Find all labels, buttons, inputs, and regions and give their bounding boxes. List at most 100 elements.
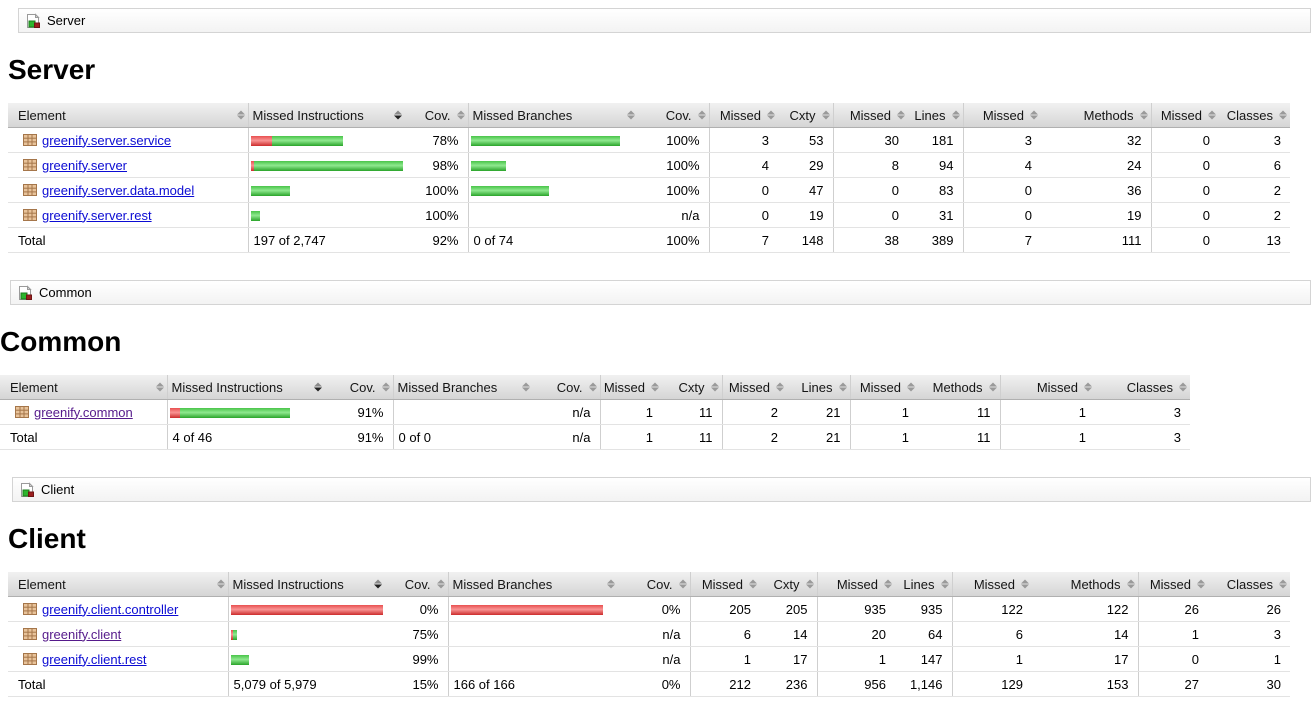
col-lines[interactable]: Lines	[895, 572, 952, 597]
section-server: Server Server Element Missed Instruction…	[8, 8, 1311, 253]
branch-coverage-value: 0%	[618, 596, 690, 622]
total-label: Total	[8, 227, 248, 253]
metric-value: 935	[895, 596, 952, 622]
col-missed-methods[interactable]: Missed	[849, 375, 918, 400]
col-missed-cxty[interactable]: Missed	[599, 375, 662, 400]
package-link[interactable]: greenify.common	[34, 404, 133, 420]
breadcrumb: Server	[18, 8, 1311, 33]
package-link[interactable]: greenify.server.service	[42, 132, 172, 148]
col-cxty[interactable]: Cxty	[778, 103, 833, 128]
col-element[interactable]: Element	[8, 103, 248, 128]
metric-value: 0	[1150, 152, 1219, 178]
col-methods[interactable]: Methods	[1041, 103, 1151, 128]
instruction-coverage-value: 75%	[385, 621, 448, 647]
package-link[interactable]: greenify.client	[42, 626, 122, 642]
table-row: greenify.client.rest 99% n/a 1 17 1 147 1 17 0 1	[8, 646, 1290, 672]
table-row: greenify.server 98% 100% 4 29 8 94 4 24 0 6	[8, 152, 1290, 178]
col-missed-lines[interactable]: Missed	[816, 572, 895, 597]
col-missed-branches[interactable]: Missed Branches	[392, 375, 533, 400]
element-cell: greenify.server	[8, 152, 248, 178]
metric-value: 8	[832, 152, 908, 178]
metric-value: 2	[1219, 177, 1290, 203]
col-missed-instructions[interactable]: Missed Instructions	[166, 375, 325, 400]
total-cxty: 11	[662, 424, 722, 450]
package-link[interactable]: greenify.client.rest	[42, 651, 147, 667]
col-missed-classes[interactable]: Missed	[999, 375, 1095, 400]
col-instruction-coverage[interactable]: Cov.	[325, 375, 393, 400]
coverage-bar	[470, 161, 506, 172]
coverage-bar	[230, 630, 237, 641]
col-classes[interactable]: Classes	[1208, 572, 1290, 597]
metric-value: 11	[918, 399, 1000, 425]
col-lines[interactable]: Lines	[787, 375, 850, 400]
col-missed-classes[interactable]: Missed	[1150, 103, 1219, 128]
col-missed-branches[interactable]: Missed Branches	[467, 103, 638, 128]
col-cxty[interactable]: Cxty	[662, 375, 722, 400]
metric-value: 205	[689, 596, 760, 622]
metric-value: 2	[1219, 202, 1290, 228]
col-missed-instructions[interactable]: Missed Instructions	[247, 103, 405, 128]
col-missed-cxty[interactable]: Missed	[708, 103, 778, 128]
branch-coverage-value: 100%	[638, 127, 709, 153]
metric-value: 2	[721, 399, 787, 425]
metric-value: 6	[951, 621, 1032, 647]
sort-arrows-icon	[236, 110, 245, 120]
sort-arrows-icon	[897, 110, 905, 120]
element-cell: greenify.server.service	[8, 127, 248, 153]
total-missed-instructions: 197 of 2,747	[247, 227, 405, 253]
metric-value: 147	[895, 646, 952, 672]
breadcrumb-label: Common	[39, 285, 92, 300]
col-missed-methods[interactable]: Missed	[951, 572, 1032, 597]
col-classes[interactable]: Classes	[1219, 103, 1290, 128]
col-missed-cxty[interactable]: Missed	[689, 572, 760, 597]
total-missed-instructions: 5,079 of 5,979	[227, 671, 385, 697]
sort-arrows-icon	[1030, 110, 1038, 120]
col-missed-lines[interactable]: Missed	[832, 103, 908, 128]
sort-arrows-icon	[1139, 110, 1148, 120]
total-lines: 21	[787, 424, 850, 450]
col-cxty[interactable]: Cxty	[760, 572, 817, 597]
col-element[interactable]: Element	[0, 375, 167, 400]
total-methods: 111	[1041, 227, 1151, 253]
metric-value: 6	[1219, 152, 1290, 178]
missed-branches-bar-cell	[467, 127, 638, 153]
col-methods[interactable]: Methods	[1032, 572, 1138, 597]
metric-value: 1	[849, 399, 918, 425]
metric-value: 0	[962, 177, 1041, 203]
col-missed-instructions[interactable]: Missed Instructions	[227, 572, 385, 597]
package-link[interactable]: greenify.server.data.model	[42, 182, 195, 198]
col-branch-coverage[interactable]: Cov.	[618, 572, 690, 597]
metric-value: 205	[760, 596, 817, 622]
col-methods[interactable]: Methods	[918, 375, 1000, 400]
col-missed-methods[interactable]: Missed	[962, 103, 1041, 128]
total-cxty: 236	[760, 671, 817, 697]
table-row: greenify.server.rest 100% n/a 0 19 0 31 0 19 0 2	[8, 202, 1290, 228]
package-link[interactable]: greenify.server	[42, 157, 128, 173]
table-row: greenify.client.controller 0% 0% 205 205 935 9…	[8, 596, 1290, 622]
col-missed-classes[interactable]: Missed	[1137, 572, 1208, 597]
coverage-bar	[470, 186, 549, 197]
col-missed-branches[interactable]: Missed Branches	[447, 572, 618, 597]
table-row: greenify.common 91% n/a 1 11 2 21 1 11 1 3	[0, 399, 1190, 425]
col-branch-coverage[interactable]: Cov.	[533, 375, 600, 400]
sort-arrows-icon	[651, 382, 659, 392]
metric-value: 0	[1137, 646, 1208, 672]
sort-arrows-icon	[1279, 579, 1287, 589]
col-lines[interactable]: Lines	[908, 103, 963, 128]
metric-value: 24	[1041, 152, 1151, 178]
col-instruction-coverage[interactable]: Cov.	[385, 572, 448, 597]
metric-value: 181	[908, 127, 963, 153]
element-cell: greenify.client.controller	[8, 596, 228, 622]
package-link[interactable]: greenify.server.rest	[42, 207, 152, 223]
metric-value: 31	[908, 202, 963, 228]
col-instruction-coverage[interactable]: Cov.	[405, 103, 468, 128]
col-missed-lines[interactable]: Missed	[721, 375, 787, 400]
metric-value: 19	[778, 202, 833, 228]
col-classes[interactable]: Classes	[1095, 375, 1190, 400]
package-icon	[23, 652, 37, 666]
coverage-bar	[250, 186, 290, 197]
section-common: Common Common Element Missed Instruction…	[0, 280, 1311, 450]
col-element[interactable]: Element	[8, 572, 228, 597]
col-branch-coverage[interactable]: Cov.	[638, 103, 709, 128]
package-link[interactable]: greenify.client.controller	[42, 601, 179, 617]
